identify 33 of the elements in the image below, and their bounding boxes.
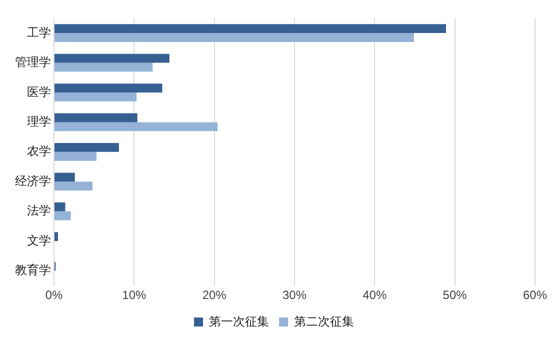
bar <box>54 211 71 220</box>
bar <box>54 142 119 152</box>
bar <box>54 232 58 242</box>
x-tick-label: 40% <box>362 288 387 302</box>
bar <box>54 182 92 191</box>
x-tick-label: 20% <box>202 288 227 302</box>
bar <box>54 172 75 182</box>
bar <box>54 24 446 34</box>
x-tick-label: 30% <box>282 288 307 302</box>
bar <box>54 122 218 132</box>
bar <box>54 62 153 72</box>
y-tick-label: 管理学 <box>15 55 51 70</box>
legend-label: 第一次征集 <box>209 314 269 328</box>
y-tick-label: 法学 <box>27 204 51 218</box>
legend-label: 第二次征集 <box>294 314 354 328</box>
x-tick-label: 50% <box>442 288 468 302</box>
y-tick-label: 教育学 <box>15 263 51 278</box>
x-tick-label: 0% <box>45 288 63 302</box>
bar <box>54 202 66 212</box>
bar <box>54 92 137 102</box>
bar <box>54 113 138 122</box>
bar <box>54 54 170 63</box>
bar <box>54 84 162 92</box>
y-tick-label: 文学 <box>27 233 51 248</box>
y-tick-label: 理学 <box>27 114 51 128</box>
x-tick-label: 60% <box>522 288 548 302</box>
bar <box>54 152 96 161</box>
bar <box>54 33 414 42</box>
y-tick-label: 医学 <box>27 84 51 99</box>
y-tick-label: 经济学 <box>15 174 51 188</box>
y-tick-label: 工学 <box>27 25 51 40</box>
x-tick-label: 10% <box>122 288 146 302</box>
y-tick-label: 农学 <box>27 144 51 158</box>
